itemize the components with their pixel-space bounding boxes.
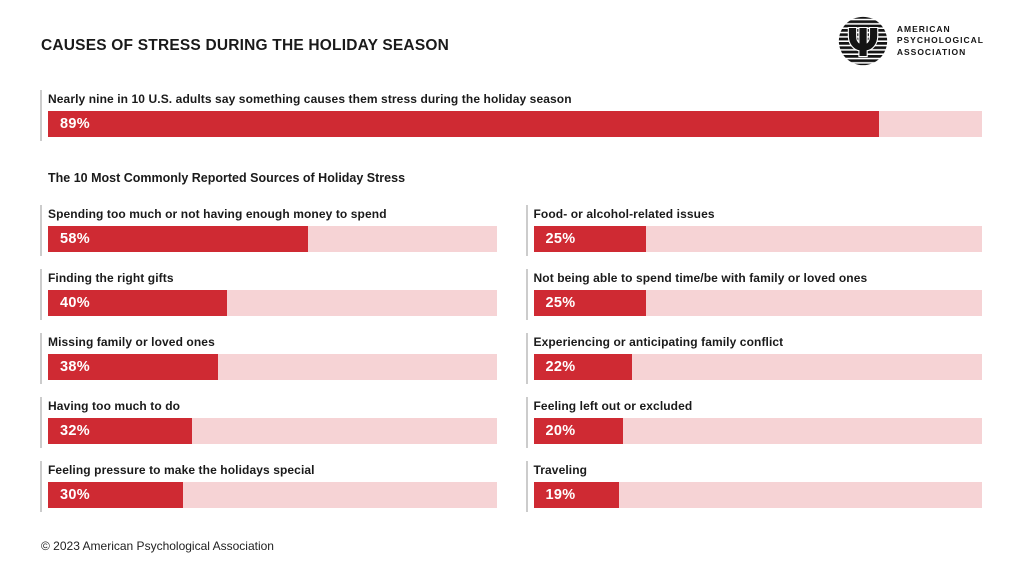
bar-fill: 22% (533, 354, 633, 380)
hero-stat-label: Nearly nine in 10 U.S. adults say someth… (48, 92, 572, 106)
bar-value-label: 40% (60, 295, 90, 311)
bar-fill: 19% (533, 482, 619, 508)
stress-source-label: Finding the right gifts (48, 271, 174, 285)
page-title: CAUSES OF STRESS DURING THE HOLIDAY SEAS… (41, 37, 450, 54)
bar-value-label: 30% (60, 487, 90, 503)
section-subtitle: The 10 Most Commonly Reported Sources of… (48, 171, 406, 185)
stress-source-item: Feeling left out or excluded 20% (525, 397, 982, 448)
bar-fill: 32% (48, 418, 192, 444)
stress-source-label: Spending too much or not having enough m… (48, 207, 387, 221)
bar-value-label: 19% (545, 487, 576, 503)
hero-bar-track: 89% (48, 111, 982, 137)
stress-source-label: Experiencing or anticipating family conf… (533, 335, 784, 349)
apa-logo-icon: Ψ (838, 16, 888, 66)
stress-source-item: Finding the right gifts 40% (40, 269, 497, 320)
stress-source-item: Missing family or loved ones 38% (40, 333, 497, 384)
bar-fill: 58% (48, 226, 309, 252)
bar-chart-columns: Spending too much or not having enough m… (40, 205, 982, 525)
header: CAUSES OF STRESS DURING THE HOLIDAY SEAS… (0, 0, 1024, 66)
stress-source-label: Feeling left out or excluded (533, 399, 693, 413)
bar-track: 25% (533, 226, 982, 252)
stress-source-item: Not being able to spend time/be with fam… (525, 269, 982, 320)
hero-bar-value: 89% (60, 116, 90, 132)
stress-source-label: Feeling pressure to make the holidays sp… (48, 463, 315, 477)
right-column: Food- or alcohol-related issues 25% Not … (525, 205, 982, 525)
logo-text-line: ASSOCIATION (896, 46, 967, 57)
psi-symbol-icon: Ψ (847, 21, 880, 66)
stress-source-item: Experiencing or anticipating family conf… (525, 333, 982, 384)
bar-track: 25% (533, 290, 982, 316)
hero-bar-fill: 89% (48, 111, 880, 137)
stress-source-item: Food- or alcohol-related issues 25% (525, 205, 982, 256)
bar-value-label: 32% (60, 423, 90, 439)
bar-fill: 30% (48, 482, 183, 508)
bar-value-label: 22% (545, 359, 576, 375)
bar-track: 22% (533, 354, 982, 380)
bar-fill: 25% (533, 290, 646, 316)
stress-source-label: Having too much to do (48, 399, 181, 413)
stress-source-item: Spending too much or not having enough m… (40, 205, 497, 256)
left-column: Spending too much or not having enough m… (40, 205, 497, 525)
apa-logo-text: AMERICAN PSYCHOLOGICAL ASSOCIATION (897, 24, 984, 58)
bar-value-label: 25% (545, 231, 576, 247)
logo-text-line: PSYCHOLOGICAL (896, 35, 984, 46)
stress-source-label: Not being able to spend time/be with fam… (533, 271, 868, 285)
stress-source-item: Traveling 19% (525, 461, 982, 512)
bar-fill: 25% (533, 226, 646, 252)
bar-track: 32% (48, 418, 497, 444)
bar-track: 30% (48, 482, 497, 508)
stress-source-label: Missing family or loved ones (48, 335, 215, 349)
stress-source-item: Having too much to do 32% (40, 397, 497, 448)
bar-value-label: 25% (545, 295, 576, 311)
bar-track: 58% (48, 226, 497, 252)
logo-text-line: AMERICAN (896, 23, 951, 34)
bar-fill: 40% (48, 290, 228, 316)
bar-value-label: 58% (60, 231, 90, 247)
stress-source-label: Food- or alcohol-related issues (533, 207, 715, 221)
bar-track: 38% (48, 354, 497, 380)
bar-value-label: 38% (60, 359, 90, 375)
bar-track: 19% (533, 482, 982, 508)
bar-fill: 38% (48, 354, 219, 380)
stress-source-label: Traveling (533, 463, 588, 477)
copyright-footer: © 2023 American Psychological Associatio… (41, 539, 274, 553)
apa-logo: Ψ AMERICAN PSYCHOLOGICAL ASSOCIATION (838, 16, 984, 66)
bar-value-label: 20% (545, 423, 576, 439)
bar-track: 40% (48, 290, 497, 316)
hero-stat-block: Nearly nine in 10 U.S. adults say someth… (40, 90, 982, 141)
bar-fill: 20% (533, 418, 624, 444)
stress-source-item: Feeling pressure to make the holidays sp… (40, 461, 497, 512)
bar-track: 20% (533, 418, 982, 444)
